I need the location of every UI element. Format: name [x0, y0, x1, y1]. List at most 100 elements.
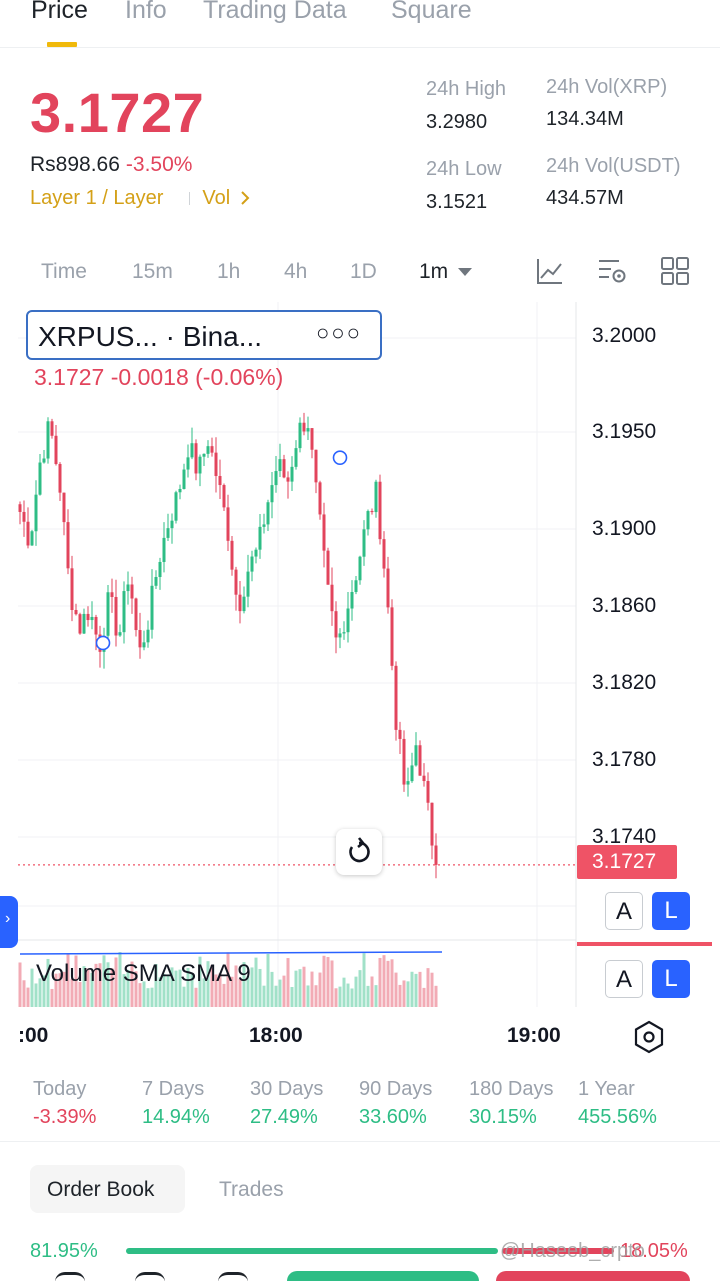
candle-body	[426, 781, 430, 803]
volume-bar	[334, 988, 338, 1007]
volume-bar	[430, 972, 434, 1007]
volume-bar	[86, 968, 90, 1007]
volume-bar	[178, 969, 182, 1007]
interval-time[interactable]: Time	[41, 260, 87, 283]
volume-auto-scale-button[interactable]: A	[605, 960, 643, 998]
volume-bar	[258, 968, 262, 1007]
tab-square[interactable]: Square	[391, 0, 472, 24]
perf-today: Today -3.39%	[33, 1078, 96, 1129]
drawer-handle[interactable]: ›	[0, 896, 18, 948]
candle-body	[326, 550, 330, 585]
candle-body	[162, 537, 166, 562]
volume-bar	[286, 958, 290, 1007]
y-tick: 3.1780	[592, 748, 657, 771]
tab-price[interactable]: Price	[31, 0, 88, 24]
volume-bar	[282, 975, 286, 1007]
candle-body	[330, 584, 334, 612]
volume-bar	[134, 971, 138, 1007]
volume-bar	[114, 957, 118, 1007]
candle-body	[414, 745, 418, 766]
volume-bar	[186, 967, 190, 1007]
category-tag[interactable]: Layer 1 / Layer	[30, 187, 164, 209]
candle-body	[66, 522, 70, 569]
log-scale-button[interactable]: L	[652, 892, 690, 930]
buy-ratio-bar	[126, 1248, 498, 1254]
nav-markets-icon[interactable]	[55, 1272, 85, 1281]
volume-bar	[22, 980, 26, 1007]
interval-4h[interactable]: 4h	[284, 260, 308, 283]
candle-body	[34, 494, 38, 532]
candle-body	[434, 845, 438, 865]
chevron-right-icon	[241, 191, 250, 205]
candle-body	[354, 580, 358, 593]
volume-log-scale-button[interactable]: L	[652, 960, 690, 998]
volume-bar	[54, 973, 58, 1007]
candle-body	[338, 633, 342, 638]
reset-chart-button[interactable]	[336, 829, 382, 875]
candle-body	[166, 528, 170, 538]
interval-1d[interactable]: 1D	[350, 260, 377, 283]
vol-quote-value: 434.57M	[546, 187, 624, 209]
sell-button[interactable]	[496, 1271, 690, 1281]
grid-layout-icon[interactable]	[660, 256, 690, 286]
chart-settings-icon[interactable]	[597, 256, 627, 286]
candle-body	[310, 428, 314, 450]
candle-body	[90, 616, 94, 621]
sell-ratio: 18.05%	[620, 1240, 688, 1262]
chart-overlay	[18, 450, 712, 946]
tab-trades[interactable]: Trades	[219, 1178, 284, 1201]
tab-trading-data[interactable]: Trading Data	[203, 0, 347, 24]
price-chart[interactable]: XRPUS... · Bina... ○○○ 3.1727 -0.0018 (-…	[0, 302, 720, 1062]
volume-bar	[106, 962, 110, 1007]
candle-body	[342, 632, 346, 634]
vol-tag[interactable]: Vol	[202, 187, 231, 209]
interval-1h[interactable]: 1h	[217, 260, 241, 283]
candle-body	[374, 481, 378, 513]
candle-body	[430, 802, 434, 846]
volume-bar	[418, 971, 422, 1007]
volume-bar	[110, 968, 114, 1007]
y-tick: 3.1950	[592, 420, 657, 443]
candle-body	[110, 592, 114, 597]
volume-bar	[250, 967, 254, 1007]
perf-value: 27.49%	[250, 1106, 318, 1128]
indicator-chart-icon[interactable]	[535, 256, 565, 286]
candle-body	[390, 607, 394, 666]
perf-label: 30 Days	[250, 1078, 324, 1100]
low-value: 3.1521	[426, 191, 488, 213]
candle-body	[294, 448, 298, 467]
candlestick-chart[interactable]	[0, 302, 720, 1062]
high-value: 3.2980	[426, 111, 488, 133]
candle-body	[118, 632, 122, 636]
candle-body	[258, 526, 262, 550]
volume-bar	[202, 978, 206, 1007]
more-dots-icon[interactable]: ○○○	[316, 320, 362, 345]
chart-hex-settings-icon[interactable]	[633, 1020, 665, 1054]
interval-bar: Time 15m 1h 4h 1D 1m	[0, 248, 720, 298]
volume-bar	[326, 957, 330, 1007]
perf-180d: 180 Days 30.15%	[469, 1078, 554, 1129]
volume-bar	[294, 970, 298, 1007]
nav-alerts-icon[interactable]	[135, 1272, 165, 1281]
volume-bar	[310, 971, 314, 1007]
interval-1m[interactable]: 1m	[419, 260, 473, 284]
candle-body	[362, 529, 366, 557]
candle-body	[318, 482, 322, 515]
interval-15m[interactable]: 15m	[132, 260, 173, 283]
volume-bar	[386, 960, 390, 1007]
tab-order-book[interactable]: Order Book	[30, 1165, 185, 1213]
perf-value: 30.15%	[469, 1106, 537, 1128]
candle-body	[406, 781, 410, 785]
symbol-legend[interactable]: XRPUS... · Bina... ○○○	[26, 310, 382, 360]
vol-base-label: 24h Vol(XRP)	[546, 76, 668, 98]
x-tick: :00	[18, 1024, 49, 1047]
vol-base-value: 134.34M	[546, 108, 624, 130]
volume-bar	[266, 953, 270, 1007]
tag-divider	[189, 192, 191, 206]
tab-info[interactable]: Info	[125, 0, 167, 24]
perf-30d: 30 Days 27.49%	[250, 1078, 323, 1129]
auto-scale-button[interactable]: A	[605, 892, 643, 930]
buy-button[interactable]	[287, 1271, 479, 1281]
perf-label: 180 Days	[469, 1078, 554, 1100]
nav-share-icon[interactable]	[218, 1272, 248, 1281]
